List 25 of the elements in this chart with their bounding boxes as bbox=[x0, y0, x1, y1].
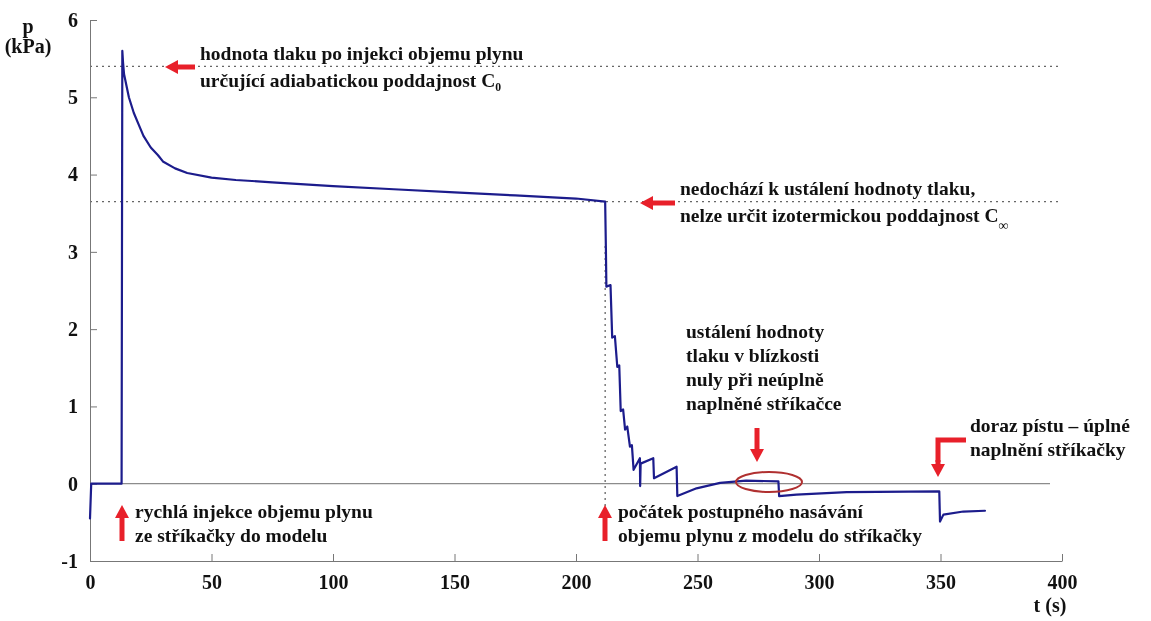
x-tick-label: 300 bbox=[804, 571, 835, 594]
y-tick-label: 4 bbox=[68, 163, 78, 186]
x-tick-label: 350 bbox=[926, 571, 956, 594]
annotation: nedochází k ustálení hodnoty tlaku, nelze určit izotermickou poddajnost C$_{∞}$ bbox=[680, 178, 1009, 233]
x-axis-title: t (s) bbox=[1033, 594, 1067, 617]
x-tick-label: 100 bbox=[318, 571, 349, 594]
annotation: hodnota tlaku po injekci objemu plynu určující adiabatickou poddajnost C₀ bbox=[200, 43, 524, 91]
x-tick-label: 250 bbox=[683, 571, 713, 594]
x-tick-label: 400 bbox=[1047, 571, 1078, 594]
annotation: doraz pístu – úplné naplnění stříkačky bbox=[970, 415, 1131, 460]
annotation: rychlá injekce objemu plynu ze stříkačky do modelu bbox=[135, 501, 373, 546]
annotation: počátek postupného nasávání objemu plynu z modelu do stříkačky bbox=[618, 501, 923, 546]
y-axis-title: p (kPa) bbox=[4, 15, 52, 58]
y-tick-label: 2 bbox=[68, 318, 78, 341]
x-tick-label: 200 bbox=[561, 571, 592, 594]
y-tick-label: 1 bbox=[68, 395, 78, 418]
x-tick-label: 150 bbox=[440, 571, 470, 594]
y-tick-label: -1 bbox=[61, 549, 78, 572]
y-tick-label: 0 bbox=[68, 472, 78, 495]
x-tick-label: 0 bbox=[85, 571, 96, 594]
y-tick-label: 3 bbox=[68, 240, 78, 263]
y-tick-label: 6 bbox=[68, 8, 78, 31]
x-tick-label: 50 bbox=[202, 571, 222, 594]
y-tick-label: 5 bbox=[68, 86, 78, 109]
annotation: ustálení hodnoty tlaku v blízkosti nuly při neúplně naplněné stříkačce bbox=[686, 321, 842, 414]
